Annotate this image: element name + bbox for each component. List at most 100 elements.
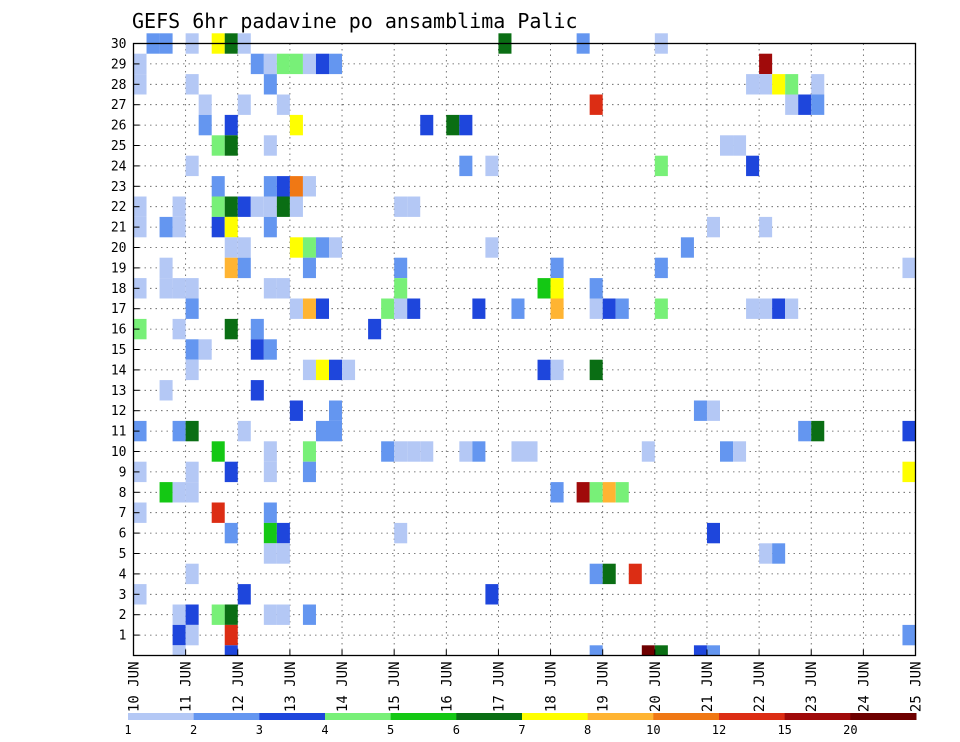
data-cell [211, 135, 225, 156]
data-cell [589, 278, 603, 299]
data-cell [589, 563, 603, 585]
data-cell [185, 155, 199, 177]
x-tick-label: 24 JUN [856, 662, 872, 713]
data-cell [811, 94, 825, 115]
legend-label: 10 [646, 723, 660, 737]
data-cell [772, 543, 786, 564]
data-cell [276, 522, 290, 544]
data-cell [381, 441, 395, 462]
data-cell [394, 441, 408, 462]
x-tick-label: 10 JUN [127, 662, 143, 713]
data-cell [511, 441, 525, 462]
data-cell [733, 135, 747, 156]
data-cell [589, 482, 603, 503]
data-cell [289, 53, 303, 75]
x-tick-label: 20 JUN [648, 662, 664, 713]
data-cell [211, 604, 225, 625]
data-cell [772, 298, 786, 319]
x-tick-label: 14 JUN [335, 662, 351, 713]
data-cell [263, 441, 277, 462]
data-cell [302, 359, 316, 381]
data-cell [224, 135, 238, 156]
y-tick-label: 18 [111, 282, 127, 297]
data-cell [550, 482, 564, 503]
data-cell [302, 604, 316, 625]
data-cell [706, 400, 720, 421]
data-cell [211, 502, 225, 523]
legend-swatch [522, 713, 589, 720]
data-cell [172, 216, 186, 238]
y-axis-ticks: 1234567891011121314151617181920212223242… [111, 37, 140, 644]
legend-swatch [325, 713, 392, 720]
data-cell [394, 298, 408, 319]
data-cell [902, 420, 916, 442]
legend-swatch [193, 713, 260, 720]
legend-label: 8 [584, 723, 591, 737]
data-cell [237, 584, 251, 605]
data-cell [185, 482, 199, 503]
legend-swatch [390, 713, 457, 720]
legend-label: 20 [843, 723, 857, 737]
data-cell [720, 441, 734, 462]
data-cell [172, 482, 186, 503]
chart-title: GEFS 6hr padavine po ansamblima Palic [132, 9, 578, 33]
data-cell [172, 318, 186, 340]
legend-swatch [587, 713, 654, 720]
legend-label: 2 [190, 723, 197, 737]
legend-label: 12 [712, 723, 726, 737]
data-cell [315, 420, 329, 442]
data-cell [172, 604, 186, 625]
data-cell [550, 298, 564, 319]
legend-swatch [128, 713, 195, 720]
legend-label: 3 [256, 723, 263, 737]
data-cell [237, 94, 251, 115]
data-cell [746, 74, 760, 95]
data-cell [159, 257, 173, 279]
data-cell [785, 74, 799, 95]
data-cell [654, 645, 668, 656]
data-cell [811, 74, 825, 95]
legend-label: 5 [387, 723, 394, 737]
legend-label: 6 [453, 723, 460, 737]
data-cell [407, 196, 421, 217]
data-cell [798, 94, 812, 115]
y-tick-label: 21 [111, 221, 127, 236]
data-cell [772, 74, 786, 95]
data-cell [329, 359, 343, 381]
data-cell [263, 216, 277, 238]
data-cell [315, 359, 329, 381]
data-cell [902, 461, 916, 483]
legend-swatch [259, 713, 326, 720]
data-cell [185, 420, 199, 442]
data-cell [224, 318, 238, 340]
data-cell [524, 441, 538, 462]
data-cell [276, 604, 290, 625]
data-cell [785, 94, 799, 115]
data-cell [733, 441, 747, 462]
x-tick-label: 13 JUN [283, 662, 299, 713]
legend-swatch [784, 713, 851, 720]
data-cell [302, 176, 316, 197]
data-cell [263, 339, 277, 360]
y-tick-label: 24 [111, 159, 127, 174]
data-cell [680, 237, 694, 258]
data-cell [133, 584, 147, 605]
data-cell [224, 522, 238, 544]
data-cell [198, 94, 212, 115]
data-cell [798, 420, 812, 442]
data-cell [654, 155, 668, 177]
x-tick-label: 11 JUN [179, 662, 195, 713]
data-cell [185, 461, 199, 483]
x-tick-label: 12 JUN [231, 662, 247, 713]
data-cell [759, 298, 773, 319]
data-cell [224, 604, 238, 625]
data-cell [224, 114, 238, 136]
data-cell [289, 400, 303, 421]
data-cell [289, 237, 303, 258]
data-cell [641, 645, 655, 656]
data-cell [237, 196, 251, 217]
y-tick-label: 26 [111, 119, 127, 134]
x-axis-ticks: 10 JUN 11 JUN 12 JUN 13 JUN 14 JUN 15 JUN 16 J… [127, 649, 925, 713]
data-cell [133, 216, 147, 238]
